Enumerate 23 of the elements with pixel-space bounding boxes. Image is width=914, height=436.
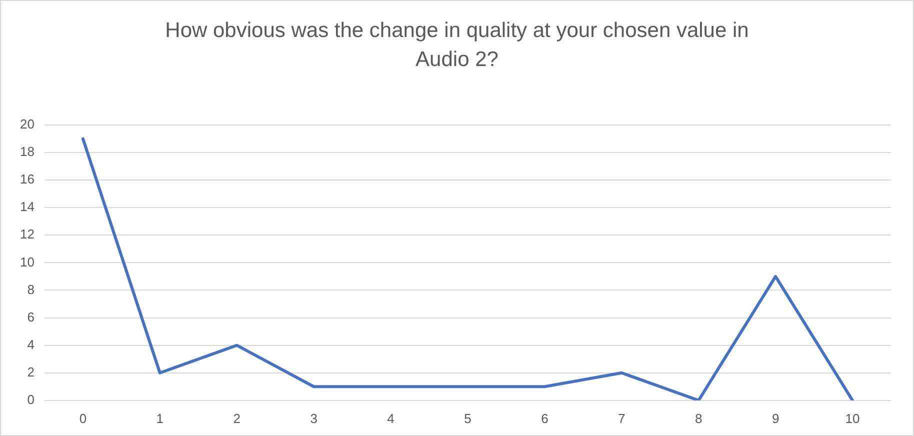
x-tick-label: 2 (233, 410, 240, 426)
chart-title: How obvious was the change in quality at your chosen value in Audio 2? (164, 18, 750, 73)
y-tick-label: 4 (27, 336, 34, 352)
x-tick-label: 4 (387, 410, 394, 426)
x-tick-label: 0 (79, 410, 87, 426)
x-tick-label: 10 (845, 410, 860, 426)
x-tick-label: 5 (464, 410, 472, 426)
y-tick-label: 12 (20, 226, 34, 242)
y-tick-label: 20 (20, 116, 34, 132)
x-tick-label: 8 (694, 410, 702, 426)
y-tick-label: 2 (27, 364, 34, 380)
x-tick-label: 3 (310, 410, 318, 426)
y-tick-label: 6 (27, 309, 34, 324)
x-tick-label: 1 (156, 410, 164, 426)
y-tick-label: 14 (20, 199, 34, 214)
y-tick-label: 0 (27, 392, 34, 407)
x-tick-label: 6 (541, 410, 548, 426)
y-tick-label: 16 (20, 172, 34, 187)
x-tick-label: 7 (618, 410, 626, 426)
y-tick-label: 8 (27, 282, 34, 297)
y-tick-label: 10 (20, 254, 34, 270)
x-tick-label: 9 (772, 410, 780, 426)
y-tick-label: 18 (20, 144, 34, 160)
